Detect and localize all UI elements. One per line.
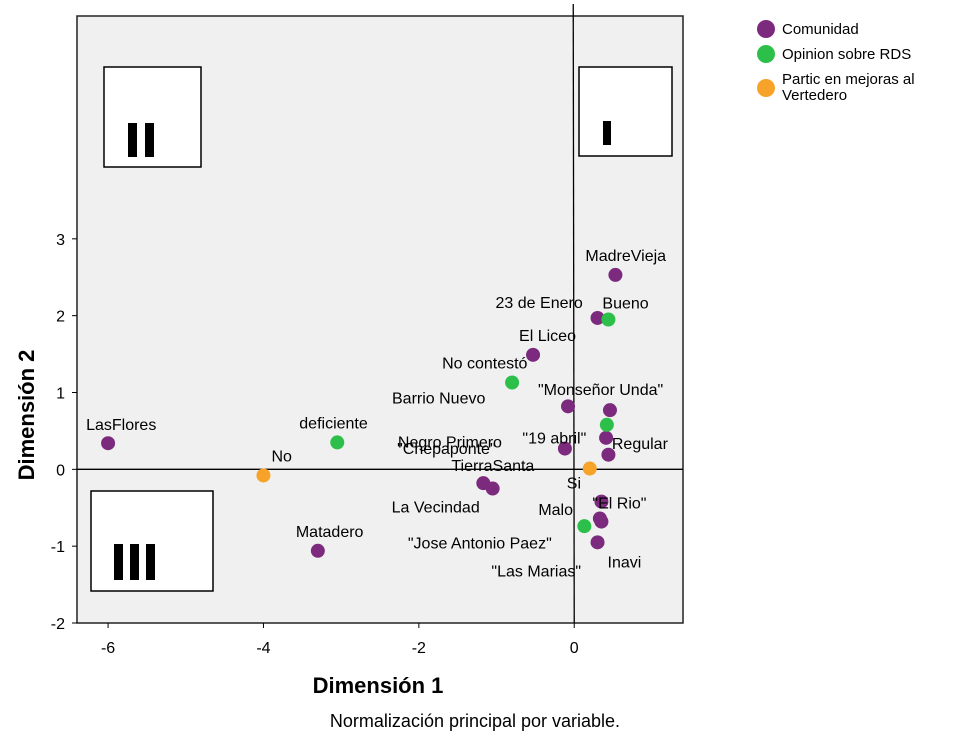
point-label: LasFlores <box>86 417 156 434</box>
y-axis-title: Dimensión 2 <box>14 350 39 481</box>
point-label: TierraSanta <box>451 458 534 475</box>
data-point <box>599 430 614 445</box>
data-point <box>561 399 576 414</box>
data-point <box>101 436 116 451</box>
point-label: "Las Marias" <box>491 564 581 581</box>
footnote: Normalización principal por variable. <box>330 711 620 731</box>
point-label: Bueno <box>602 296 648 313</box>
point-label: Inavi <box>608 554 642 571</box>
data-point <box>557 441 572 456</box>
legend-label: Vertedero <box>782 87 847 104</box>
point-label: Si <box>567 476 581 493</box>
y-tick-label: -1 <box>51 539 65 556</box>
point-label: Negro Primero <box>398 435 502 452</box>
legend: Comunidad Opinion sobre RDS Partic en mejo… <box>757 20 915 104</box>
legend-marker <box>757 20 775 38</box>
y-tick-label: 1 <box>56 385 65 402</box>
quadrant-iii-numeral-stroke <box>114 544 123 580</box>
point-label: deficiente <box>299 415 368 432</box>
quadrant-box-i <box>578 66 673 157</box>
data-point <box>485 481 500 496</box>
point-label: Matadero <box>296 524 364 541</box>
data-point <box>582 461 597 476</box>
x-tick-label: -4 <box>256 640 270 657</box>
data-point <box>526 347 541 362</box>
legend-label: Partic en mejoras al <box>782 71 915 88</box>
point-label: No contestó <box>442 356 527 373</box>
point-label: "Jose Antonio Paez" <box>408 536 552 553</box>
legend-label: Opinion sobre RDS <box>782 46 911 63</box>
point-label: "Monseñor Unda" <box>538 382 663 399</box>
data-point <box>505 375 520 390</box>
data-point <box>256 468 271 483</box>
quadrant-box-iii <box>90 490 214 592</box>
data-point <box>602 403 617 418</box>
y-tick-label: -2 <box>51 616 65 633</box>
quadrant-i-numeral-stroke <box>603 121 611 145</box>
reference-line-x0 <box>572 3 575 624</box>
y-tick-label: 2 <box>56 309 65 326</box>
y-tick-label: 3 <box>56 232 65 249</box>
point-label: MadreVieja <box>585 248 666 265</box>
point-label: La Vecindad <box>392 500 480 517</box>
data-point <box>590 535 605 550</box>
x-tick-label: 0 <box>570 640 579 657</box>
point-label: "El Rio" <box>592 496 646 513</box>
legend-label: Comunidad <box>782 21 859 38</box>
x-axis-title: Dimensión 1 <box>313 673 444 698</box>
quadrant-ii-numeral-stroke <box>128 123 137 157</box>
y-tick-label: 0 <box>56 462 65 479</box>
point-label: No <box>271 448 292 465</box>
legend-marker <box>757 45 775 63</box>
data-point <box>594 514 609 529</box>
point-label: Malo <box>538 502 573 519</box>
data-point <box>590 310 605 325</box>
data-point <box>599 417 614 432</box>
data-point <box>601 447 616 462</box>
quadrant-iii-numeral-stroke <box>130 544 139 580</box>
point-label: "Chepaponte" <box>397 441 496 458</box>
quadrant-ii-numeral-stroke <box>145 123 154 157</box>
data-point <box>310 543 325 558</box>
x-tick-label: -6 <box>101 640 115 657</box>
point-label: "19 abril" <box>522 431 586 448</box>
point-label: Regular <box>612 436 669 453</box>
point-label: El Liceo <box>519 328 576 345</box>
data-point <box>608 267 623 282</box>
data-point <box>577 519 592 534</box>
data-point <box>601 312 616 327</box>
point-label: 23 de Enero <box>496 295 583 312</box>
quadrant-iii-numeral-stroke <box>146 544 155 580</box>
point-label: Barrio Nuevo <box>392 390 485 407</box>
x-tick-label: -2 <box>412 640 426 657</box>
data-point <box>594 494 609 509</box>
data-point <box>330 435 345 450</box>
legend-marker <box>757 79 775 97</box>
